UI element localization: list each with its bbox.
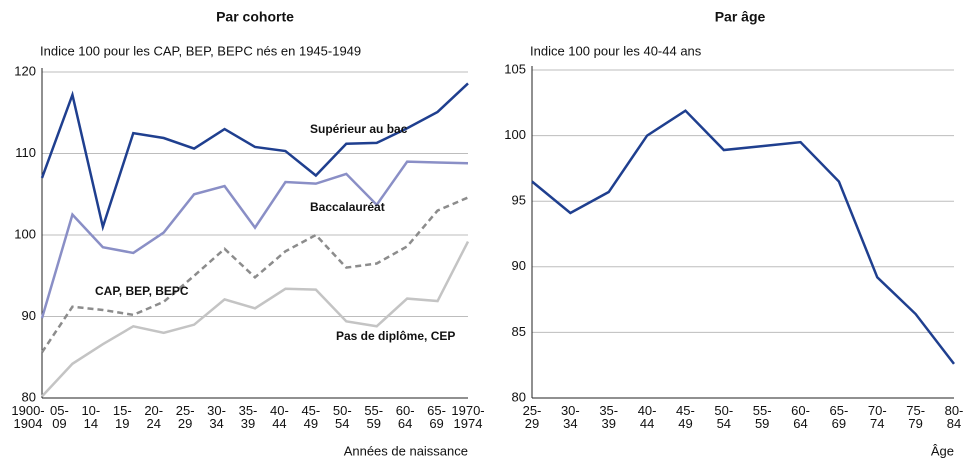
x-tick-label: 80-84 <box>945 403 964 431</box>
x-tick-label: 20-24 <box>144 403 163 431</box>
y-tick-label: 100 <box>504 127 526 142</box>
x-tick-label: 10-14 <box>81 403 100 431</box>
x-tick-label: 75-79 <box>906 403 925 431</box>
x-tick-label: 05-09 <box>50 403 69 431</box>
x-tick-label: 1900-1904 <box>11 403 44 431</box>
y-tick-label: 110 <box>15 145 36 160</box>
x-tick-label: 25-29 <box>176 403 195 431</box>
x-tick-label: 35-39 <box>239 403 258 431</box>
x-tick-label: 30-34 <box>207 403 226 431</box>
x-tick-label: 15-19 <box>113 403 132 431</box>
x-tick-label: 30-34 <box>561 403 580 431</box>
x-tick-label: 45-49 <box>301 403 320 431</box>
x-tick-label: 60-64 <box>791 403 810 431</box>
y-tick-label: 100 <box>14 226 36 241</box>
y-tick-label: 80 <box>512 389 526 404</box>
y-tick-label: 85 <box>512 324 526 339</box>
x-tick-label: 70-74 <box>868 403 887 431</box>
y-tick-label: 90 <box>22 308 36 323</box>
line <box>40 160 469 319</box>
series-label: Baccalauréat <box>310 200 385 214</box>
x-tick-label: 35-39 <box>599 403 618 431</box>
x-tick-label: 40-44 <box>638 403 657 431</box>
x-tick-label: 55-59 <box>364 403 383 431</box>
x-tick-label: 55-59 <box>753 403 772 431</box>
y-tick-label: 105 <box>504 61 526 76</box>
subtitle: Indice 100 pour les 40-44 ans <box>530 43 702 58</box>
x-tick-label: 50-54 <box>714 403 733 431</box>
x-tick-label: 60-64 <box>396 403 415 431</box>
x-tick-label: 40-44 <box>270 403 289 431</box>
y-tick-label: 120 <box>14 63 36 78</box>
line <box>40 196 469 354</box>
chart-title: Par âge <box>715 9 766 25</box>
x-tick-label: 65-69 <box>830 403 849 431</box>
x-tick-label: 45-49 <box>676 403 695 431</box>
y-tick-label: 80 <box>22 389 36 404</box>
y-tick-label: 90 <box>512 258 526 273</box>
subtitle: Indice 100 pour les CAP, BEP, BEPC nés e… <box>40 43 361 58</box>
x-tick-label: 65-69 <box>427 403 446 431</box>
chart-title: Par cohorte <box>216 9 294 25</box>
line <box>40 82 469 232</box>
x-axis-label: Âge <box>931 443 954 458</box>
series-label: Pas de diplôme, CEP <box>336 329 455 343</box>
x-tick-label: 25-29 <box>523 403 542 431</box>
x-tick-label: 1970-1974 <box>451 403 484 431</box>
x-axis-label: Années de naissance <box>344 443 468 458</box>
line <box>531 109 955 365</box>
x-tick-label: 50-54 <box>333 403 352 431</box>
series-label: CAP, BEP, BEPC <box>95 284 189 298</box>
line <box>41 240 470 398</box>
y-tick-label: 95 <box>512 193 526 208</box>
series-label: Supérieur au bac <box>310 122 408 136</box>
